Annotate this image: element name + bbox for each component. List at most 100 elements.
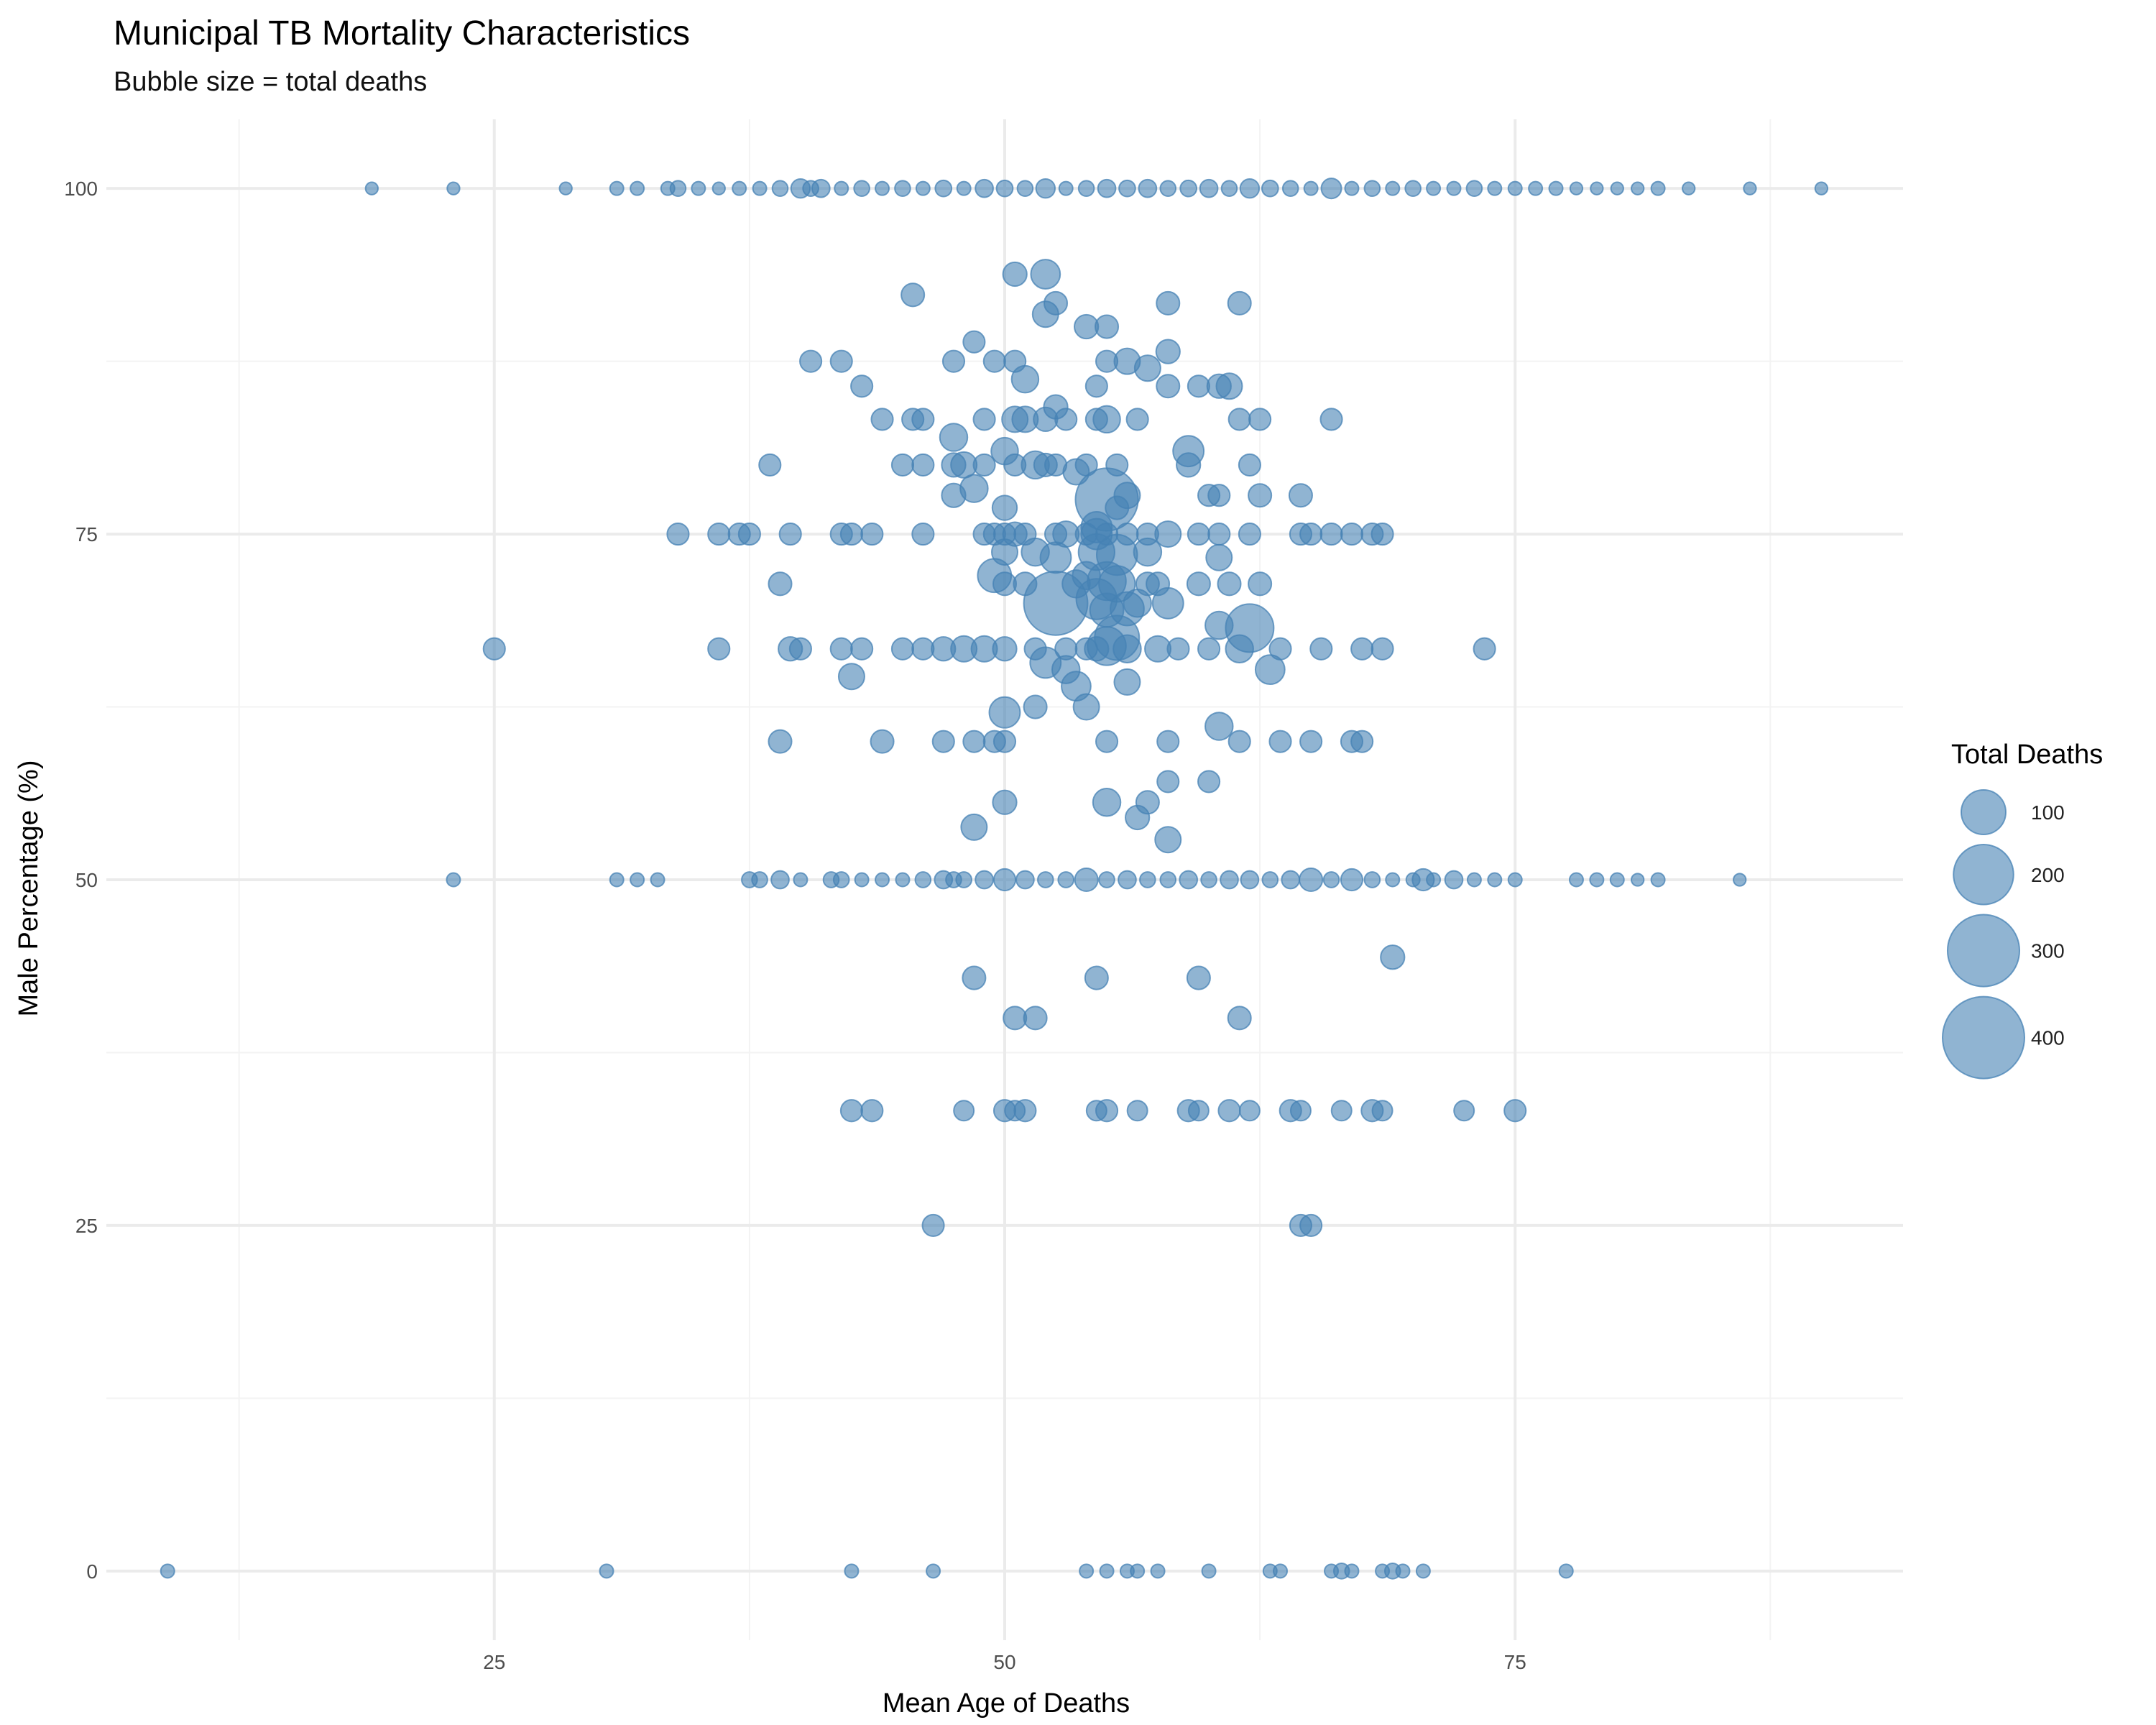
data-point: [837, 663, 865, 691]
data-point: [1299, 730, 1323, 753]
data-point: [1299, 867, 1324, 893]
data-point: [1299, 1213, 1323, 1237]
data-point: [1074, 867, 1099, 893]
data-point: [1092, 788, 1122, 817]
data-point: [630, 180, 645, 196]
data-point: [1340, 523, 1364, 546]
data-point: [1054, 637, 1078, 661]
data-point: [1156, 290, 1181, 316]
data-point: [941, 349, 966, 373]
data-point: [1156, 374, 1181, 399]
data-point: [1589, 872, 1605, 888]
data-point: [844, 1563, 860, 1579]
data-point: [1238, 453, 1261, 477]
data-point: [1487, 180, 1503, 196]
data-point: [1207, 484, 1231, 507]
data-point: [875, 872, 890, 888]
data-point: [894, 180, 911, 197]
data-point: [1186, 571, 1211, 597]
data-point: [1281, 870, 1301, 890]
data-point: [911, 523, 935, 546]
data-point: [1135, 523, 1159, 546]
data-point: [732, 180, 747, 196]
data-point: [992, 571, 1018, 597]
data-point: [1395, 1563, 1411, 1579]
points-layer: [160, 178, 1829, 1580]
data-point: [911, 408, 935, 431]
data-point: [793, 872, 808, 888]
data-point: [802, 180, 819, 197]
legend-bubble: [1961, 789, 2007, 835]
data-point: [1074, 523, 1098, 546]
data-point: [1115, 523, 1139, 546]
data-point: [1084, 374, 1108, 398]
data-point: [988, 696, 1021, 729]
data-point: [992, 730, 1017, 753]
data-point: [1199, 178, 1219, 198]
data-point: [1320, 178, 1342, 200]
data-point: [992, 523, 1017, 546]
data-point: [558, 181, 573, 196]
data-point: [890, 453, 915, 477]
data-point: [1044, 453, 1068, 477]
data-point: [934, 179, 953, 198]
data-point: [1370, 637, 1394, 661]
data-point: [972, 453, 996, 477]
data-point: [768, 729, 793, 754]
data-point: [1371, 1100, 1393, 1122]
data-point: [960, 813, 988, 841]
y-tick-label: 75: [75, 523, 98, 546]
data-point: [1084, 965, 1109, 990]
data-point: [1023, 1006, 1048, 1031]
data-point: [1035, 178, 1056, 199]
data-point: [1003, 453, 1027, 477]
data-point: [1186, 965, 1211, 990]
data-point: [1187, 1100, 1210, 1122]
legend-label: 100: [2031, 801, 2065, 824]
data-point: [850, 637, 874, 661]
data-point: [1303, 180, 1319, 196]
data-point: [1268, 730, 1292, 753]
data-point: [1380, 944, 1406, 970]
data-point: [1133, 354, 1161, 382]
data-point: [975, 870, 994, 890]
data-point: [751, 871, 768, 888]
data-point: [955, 871, 972, 888]
data-point: [1130, 1563, 1146, 1579]
y-tick-label: 50: [75, 869, 98, 891]
data-point: [1187, 374, 1210, 398]
data-point: [1240, 870, 1260, 890]
legend-label: 200: [2031, 864, 2065, 886]
data-point: [911, 453, 935, 477]
data-point: [1268, 637, 1292, 661]
y-axis-ticks: 0 25 50 75 100: [64, 178, 98, 1583]
legend: Total Deaths 100 200 300 400: [1942, 740, 2103, 1080]
data-point: [737, 523, 761, 546]
data-point: [1154, 826, 1182, 854]
data-point: [1112, 634, 1142, 663]
data-point: [1207, 523, 1231, 546]
data-point: [1125, 408, 1149, 431]
data-point: [1138, 178, 1158, 198]
data-point: [962, 965, 987, 990]
data-point: [1204, 712, 1234, 741]
data-point: [1206, 373, 1232, 399]
data-point: [1150, 1563, 1166, 1579]
data-point: [1227, 1006, 1252, 1031]
data-point: [1176, 452, 1202, 478]
data-point: [1085, 1100, 1107, 1122]
data-point: [1095, 523, 1119, 546]
legend-bubble: [1946, 914, 2021, 988]
data-point: [1405, 872, 1421, 888]
data-point: [1330, 1100, 1353, 1122]
data-point: [1319, 408, 1343, 431]
chart-title: Municipal TB Mortality Characteristics: [114, 14, 690, 52]
data-point: [975, 178, 994, 198]
data-point: [875, 180, 890, 196]
data-point: [1200, 871, 1217, 888]
data-point: [799, 349, 823, 373]
data-point: [160, 1563, 175, 1579]
data-point: [482, 637, 506, 661]
data-point: [1072, 693, 1100, 721]
data-point: [1118, 179, 1136, 198]
